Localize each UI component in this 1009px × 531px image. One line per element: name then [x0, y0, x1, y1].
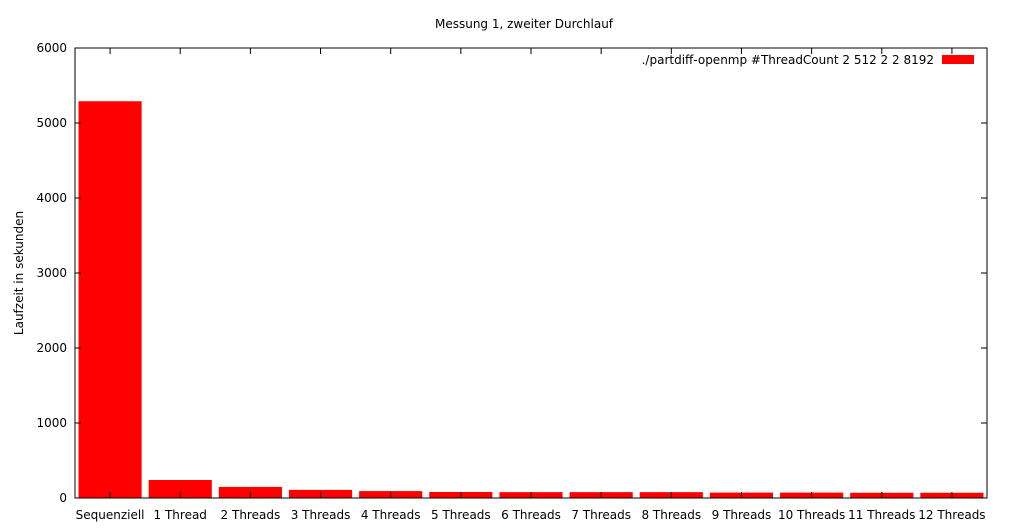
x-tick-label: 8 Threads [641, 508, 701, 522]
x-axis-ticks: Sequenziell 1 Thread 2 Threads 3 Threads 4 T… [76, 48, 986, 522]
y-tick-label: 0 [59, 491, 67, 505]
bars-group [78, 101, 984, 498]
bar-1-thread [148, 480, 212, 498]
x-tick-label: Sequenziell [76, 508, 145, 522]
y-tick-label: 1000 [36, 416, 67, 430]
x-tick-label: 10 Threads [778, 508, 845, 522]
y-tick-label: 6000 [36, 41, 67, 55]
plot-frame [74, 47, 988, 499]
legend-label: ./partdiff-openmp #ThreadCount 2 512 2 2… [642, 53, 934, 67]
y-tick-label: 4000 [36, 191, 67, 205]
y-tick-label: 3000 [36, 266, 67, 280]
legend: ./partdiff-openmp #ThreadCount 2 512 2 2… [642, 53, 974, 67]
x-tick-label: 5 Threads [431, 508, 491, 522]
y-axis-ticks: 0 1000 2000 3000 4000 5000 6000 [36, 41, 987, 505]
chart-title: Messung 1, zweiter Durchlauf [435, 17, 614, 31]
y-tick-label: 5000 [36, 116, 67, 130]
x-tick-label: 6 Threads [501, 508, 561, 522]
x-tick-label: 9 Threads [712, 508, 772, 522]
legend-swatch [942, 55, 974, 64]
bar-sequenziell [78, 101, 142, 498]
x-tick-label: 2 Threads [221, 508, 281, 522]
y-tick-label: 2000 [36, 341, 67, 355]
x-tick-label: 4 Threads [361, 508, 421, 522]
x-tick-label: 3 Threads [291, 508, 351, 522]
x-tick-label: 7 Threads [571, 508, 631, 522]
x-tick-label: 1 Thread [154, 508, 207, 522]
x-tick-label: 11 Threads [848, 508, 915, 522]
x-tick-label: 12 Threads [918, 508, 985, 522]
y-axis-label: Laufzeit in sekunden [12, 211, 26, 335]
